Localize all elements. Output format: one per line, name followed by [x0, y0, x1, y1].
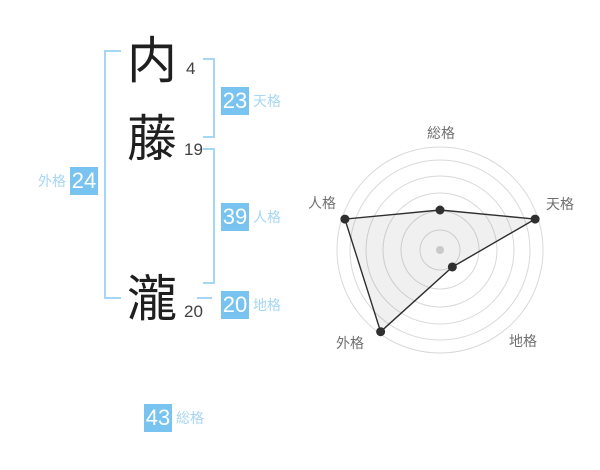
- radar-grid-ring: [336, 146, 544, 354]
- radar-data-point: [530, 214, 540, 224]
- radar-grid-ring: [382, 192, 498, 308]
- tenkaku-value-box: 23: [221, 87, 249, 115]
- gaikaku-label: 外格: [38, 173, 66, 189]
- radar-axis-label: 外格: [336, 335, 364, 351]
- given-name-char-1: 瀧: [127, 271, 177, 327]
- tenkaku-bracket: [203, 58, 215, 138]
- radar-axis-label: 地格: [509, 333, 537, 349]
- radar-data-point: [435, 205, 445, 215]
- chikaku-label: 地格: [253, 297, 281, 313]
- radar-axis-label: 天格: [546, 196, 574, 212]
- gaikaku-value-box: 24: [70, 167, 98, 195]
- radar-data-point: [447, 262, 457, 272]
- tenkaku-label: 天格: [253, 93, 281, 109]
- radar-grid-ring: [349, 159, 531, 341]
- chikaku-value-box: 20: [221, 291, 249, 319]
- chikaku-tick: [197, 297, 212, 299]
- surname-char-2-stroke-count: 19: [184, 140, 203, 159]
- radar-axis-label: 総格: [427, 125, 455, 141]
- jinkaku-value-box: 39: [221, 203, 249, 231]
- radar-grid-ring: [419, 229, 461, 271]
- given-name-char-1-stroke-count: 20: [184, 302, 203, 321]
- jinkaku-bracket: [203, 148, 215, 284]
- radar-center-dot: [436, 246, 444, 254]
- soukaku-value-box: 43: [144, 404, 172, 432]
- radar-data-point: [376, 327, 386, 337]
- surname-char-1-stroke-count: 4: [186, 59, 196, 78]
- surname-char-2: 藤: [127, 111, 177, 167]
- jinkaku-label: 人格: [253, 209, 281, 225]
- surname-char-1: 内: [127, 33, 177, 89]
- radar-polygon: [343, 209, 538, 333]
- radar-data-point: [340, 214, 350, 224]
- gaikaku-bracket: [104, 50, 121, 299]
- radar-axis-label: 人格: [308, 195, 336, 211]
- soukaku-label: 総格: [176, 410, 204, 426]
- radar-grid-ring: [365, 175, 515, 325]
